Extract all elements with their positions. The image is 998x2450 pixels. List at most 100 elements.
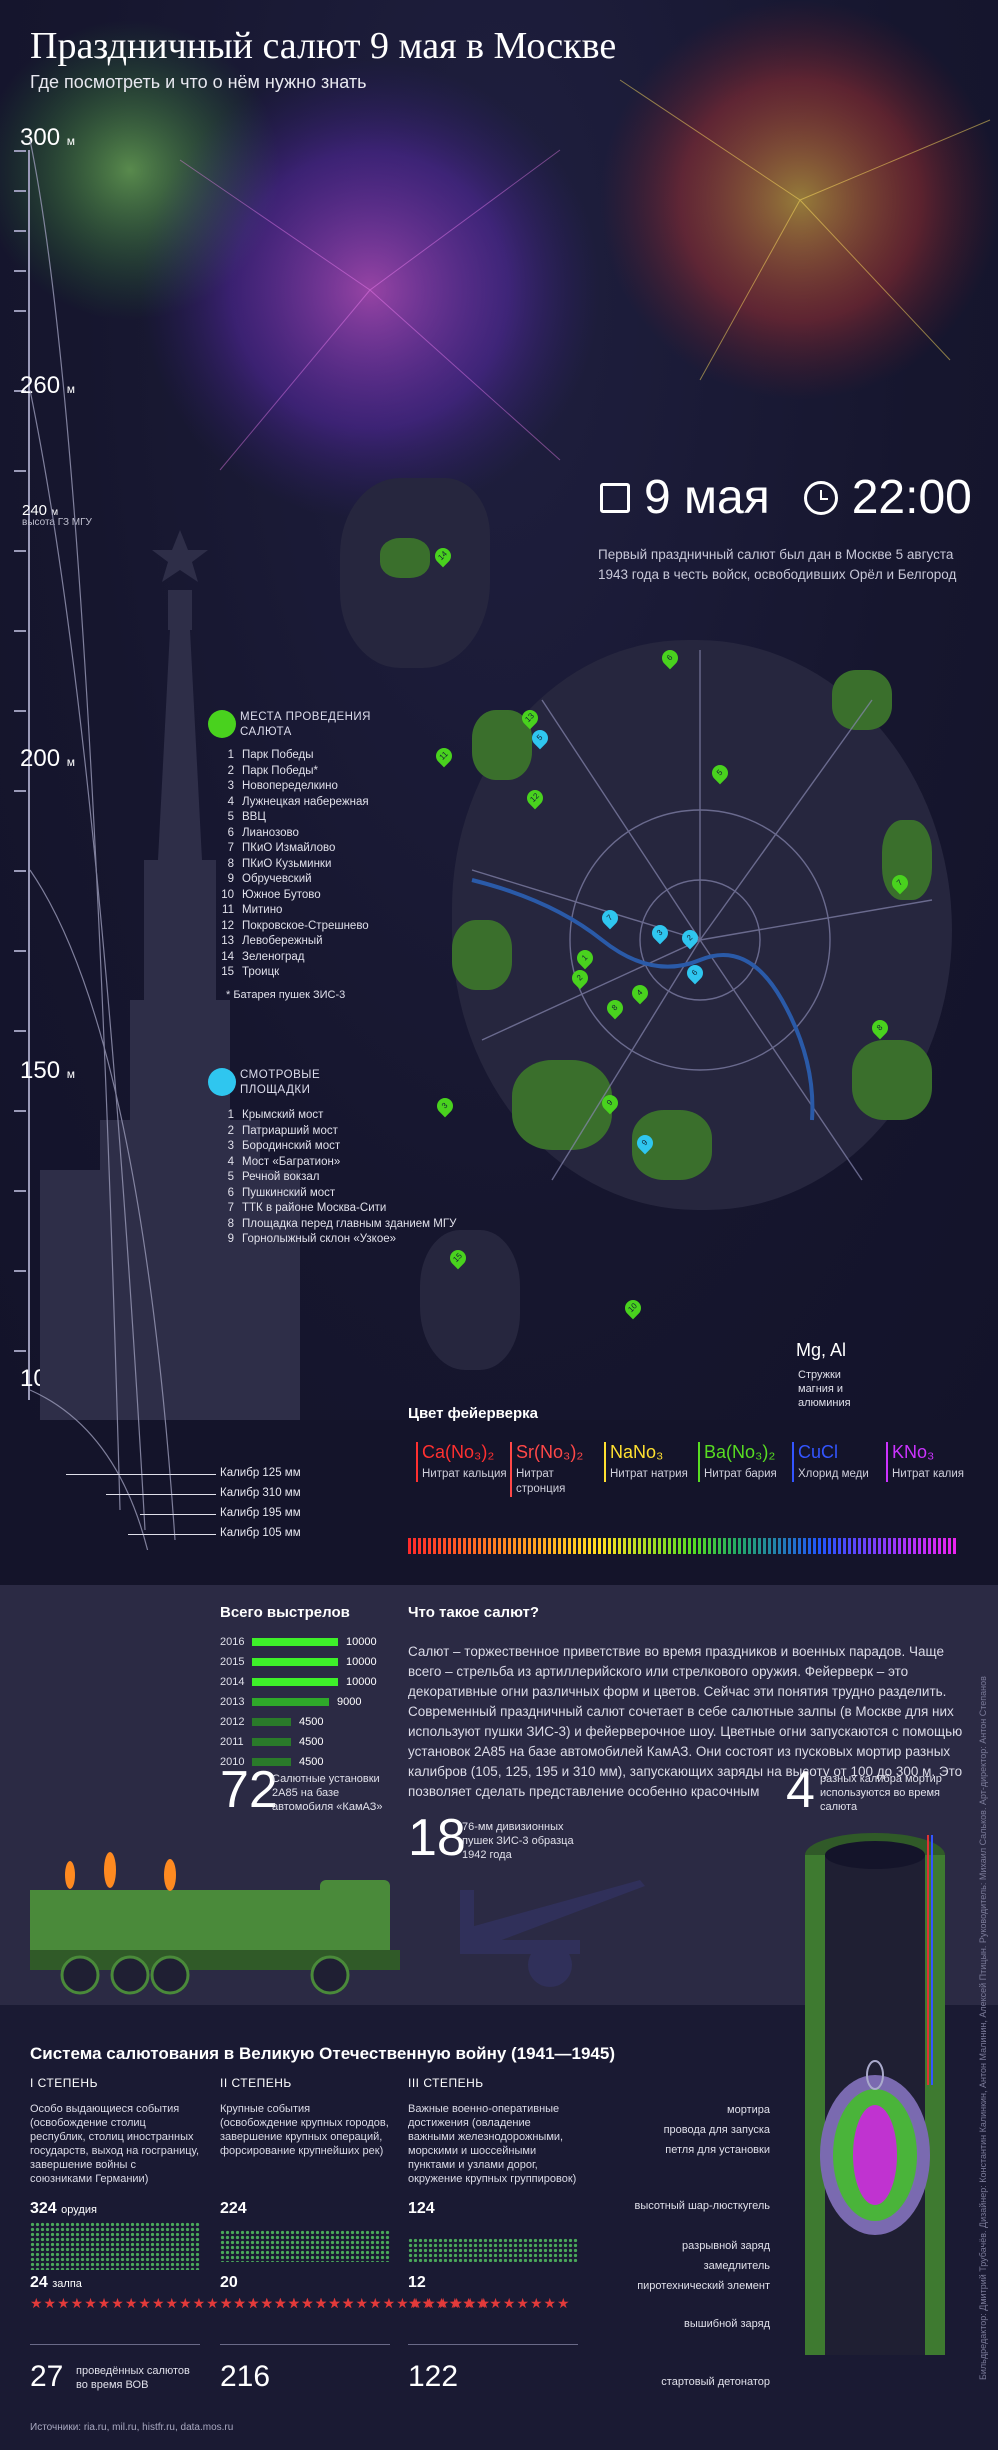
venues-legend-dot (208, 710, 236, 738)
guns-count-3: 124 (408, 2200, 435, 2217)
total-salutes-1: 27 (30, 2360, 64, 2393)
mgu-building-silhouette (40, 530, 300, 1420)
shots-bar (252, 1638, 338, 1646)
launch-trajectories (29, 139, 176, 1550)
caliber-label: Калибр 105 мм (220, 1527, 301, 1539)
volleys-stars-2: ★★★★★★★★★★★★★★★★★★★★ (220, 2295, 492, 2311)
mortar-label: вышибной заряд (684, 2318, 770, 2330)
shots-value: 10000 (346, 1676, 377, 1688)
caliber-label: Калибр 310 мм (220, 1487, 301, 1499)
shots-row: 2013 9000 (220, 1694, 361, 1710)
shots-bar (252, 1758, 291, 1766)
ww2-title: Система салютования в Великую Отечествен… (30, 2044, 616, 2063)
mgal-desc: Стружки магния и алюминия (798, 1369, 851, 1409)
volleys-count-2: 20 (220, 2274, 238, 2291)
event-time: 22:00 (851, 471, 972, 524)
volleys-count-1: 24 залпа (30, 2274, 82, 2291)
degree-3: III СТЕПЕНЬ Важные военно-оперативные до… (408, 2076, 577, 2185)
clock-icon (803, 480, 838, 515)
color-item: Sr(No₃)₂ Нитрат стронция (510, 1442, 605, 1497)
about-title: Что такое салют? (408, 1604, 540, 1621)
caliber-label: Калибр 125 мм (220, 1467, 301, 1479)
firework-red (600, 0, 998, 400)
list-item: 3 Бородинский мост (227, 1140, 341, 1152)
height-scale-axis (14, 150, 30, 1400)
list-item: 15 Троицк (221, 966, 280, 978)
page-title: Праздничный салют 9 мая в Москве (30, 25, 617, 67)
shots-value: 4500 (299, 1736, 324, 1748)
shots-bar (252, 1658, 338, 1666)
shots-bar (252, 1678, 338, 1686)
volleys-stars-3: ★★★★★★★★★★★★ (408, 2295, 571, 2311)
about-text: Салют – торжественное приветствие во вре… (408, 1644, 963, 1799)
total-salutes-label: проведённых салютов во время ВОВ (76, 2365, 190, 2391)
color-spectrum-bar (408, 1538, 958, 1554)
total-salutes-2: 216 (220, 2360, 271, 2393)
venue-pin[interactable]: 14 (431, 544, 455, 568)
list-item: 1 Крымский мост (227, 1109, 324, 1121)
caliber-label: Калибр 195 мм (220, 1507, 301, 1519)
shots-year: 2012 (220, 1716, 245, 1728)
mortar-label: мортира (727, 2104, 770, 2116)
mortar-label: петля для установки (665, 2144, 770, 2156)
event-date: 9 мая (644, 471, 770, 524)
venues-note: * Батарея пушек ЗИС-3 (226, 989, 346, 1001)
event-datetime: 9 мая 22:00 (600, 470, 972, 525)
mortar-label: пиротехнический элемент (637, 2280, 770, 2292)
volleys-stars-1: ★★★★★★★★★★★★★★★★★★★★★★★★ (30, 2295, 356, 2311)
list-item: 3 Новопеределкино (227, 780, 338, 792)
list-item: 2 Парк Победы* (227, 764, 318, 777)
shots-row: 2015 10000 (220, 1654, 377, 1670)
fact-18-number: 18 (408, 1809, 466, 1867)
guns-dots-1 (30, 2222, 200, 2270)
mortar-label: провода для запуска (663, 2124, 770, 2136)
fact-72-text: Салютные установки 2А85 на базе автомоби… (272, 1773, 383, 1813)
colors-title: Цвет фейерверка (408, 1405, 539, 1422)
color-item: Ba(No₃)₂ Нитрат бария (698, 1442, 793, 1482)
zelenograd-map-inset: 14 (340, 478, 490, 668)
height-label-260: 260 м (20, 372, 75, 399)
list-item: 12 Покровское-Стрешнево (221, 919, 369, 932)
truck-and-cannon-illustration (30, 1852, 645, 1995)
list-item: 2 Патриарший мост (227, 1124, 338, 1137)
mortar-label: высотный шар-люсткугель (634, 2200, 770, 2212)
color-item: Ca(No₃)₂ Нитрат кальция (416, 1442, 511, 1482)
shots-year: 2010 (220, 1756, 245, 1768)
fireworks-illustration (0, 0, 998, 520)
venues-list: 1 Парк Победы 2 Парк Победы* 3 Новопеределк… (220, 748, 369, 981)
shots-row: 2011 4500 (220, 1734, 323, 1750)
shots-value: 10000 (346, 1656, 377, 1668)
credits: Бильдредактор: Дмитрий Трубачёв. Дизайне… (978, 1676, 988, 2380)
viewpoints-legend-dot (208, 1068, 236, 1096)
list-item: 8 Площадка перед главным зданием МГУ (227, 1217, 457, 1230)
shots-value: 4500 (299, 1756, 324, 1768)
fact-4-number: 4 (786, 1761, 815, 1819)
height-label-200: 200 м (20, 745, 75, 772)
shots-row: 2016 10000 (220, 1634, 377, 1650)
list-item: 6 Пушкинский мост (227, 1186, 336, 1199)
list-item: 10 Южное Бутово (221, 888, 321, 901)
list-item: 9 Обручевский (227, 873, 312, 885)
list-item: 4 Лужнецкая набережная (227, 795, 369, 808)
list-item: 11 Митино (222, 904, 283, 916)
shots-row: 2012 4500 (220, 1714, 323, 1730)
shots-bar (252, 1738, 291, 1746)
shots-year: 2013 (220, 1696, 245, 1708)
calendar-icon (600, 482, 630, 513)
fact-72-number: 72 (220, 1761, 278, 1819)
moscow-map: 6 13 5 5 12 7 7 3 2 1 2 4 6 8 8 9 9 (452, 640, 952, 1210)
list-item: 1 Парк Победы (227, 749, 314, 761)
mortar-cutaway-diagram (805, 1833, 945, 2355)
shots-title: Всего выстрелов (220, 1604, 350, 1621)
total-salutes-3: 122 (408, 2360, 459, 2393)
page-subtitle: Где посмотреть и что о нём нужно знать (30, 72, 367, 92)
list-item: 7 ПКиО Измайлово (227, 842, 336, 854)
shots-value: 4500 (299, 1716, 324, 1728)
height-label-150: 150 м (20, 1057, 75, 1084)
list-item: 5 Речной вокзал (227, 1171, 320, 1183)
color-item: CuCl Хлорид меди (792, 1442, 887, 1482)
shots-row: 2010 4500 (220, 1754, 323, 1770)
list-item: 6 Лианозово (227, 826, 299, 839)
fact-4-text: разных калибра мортир используются во вр… (820, 1773, 942, 1813)
color-item: KNo₃ Нитрат калия (886, 1442, 981, 1482)
